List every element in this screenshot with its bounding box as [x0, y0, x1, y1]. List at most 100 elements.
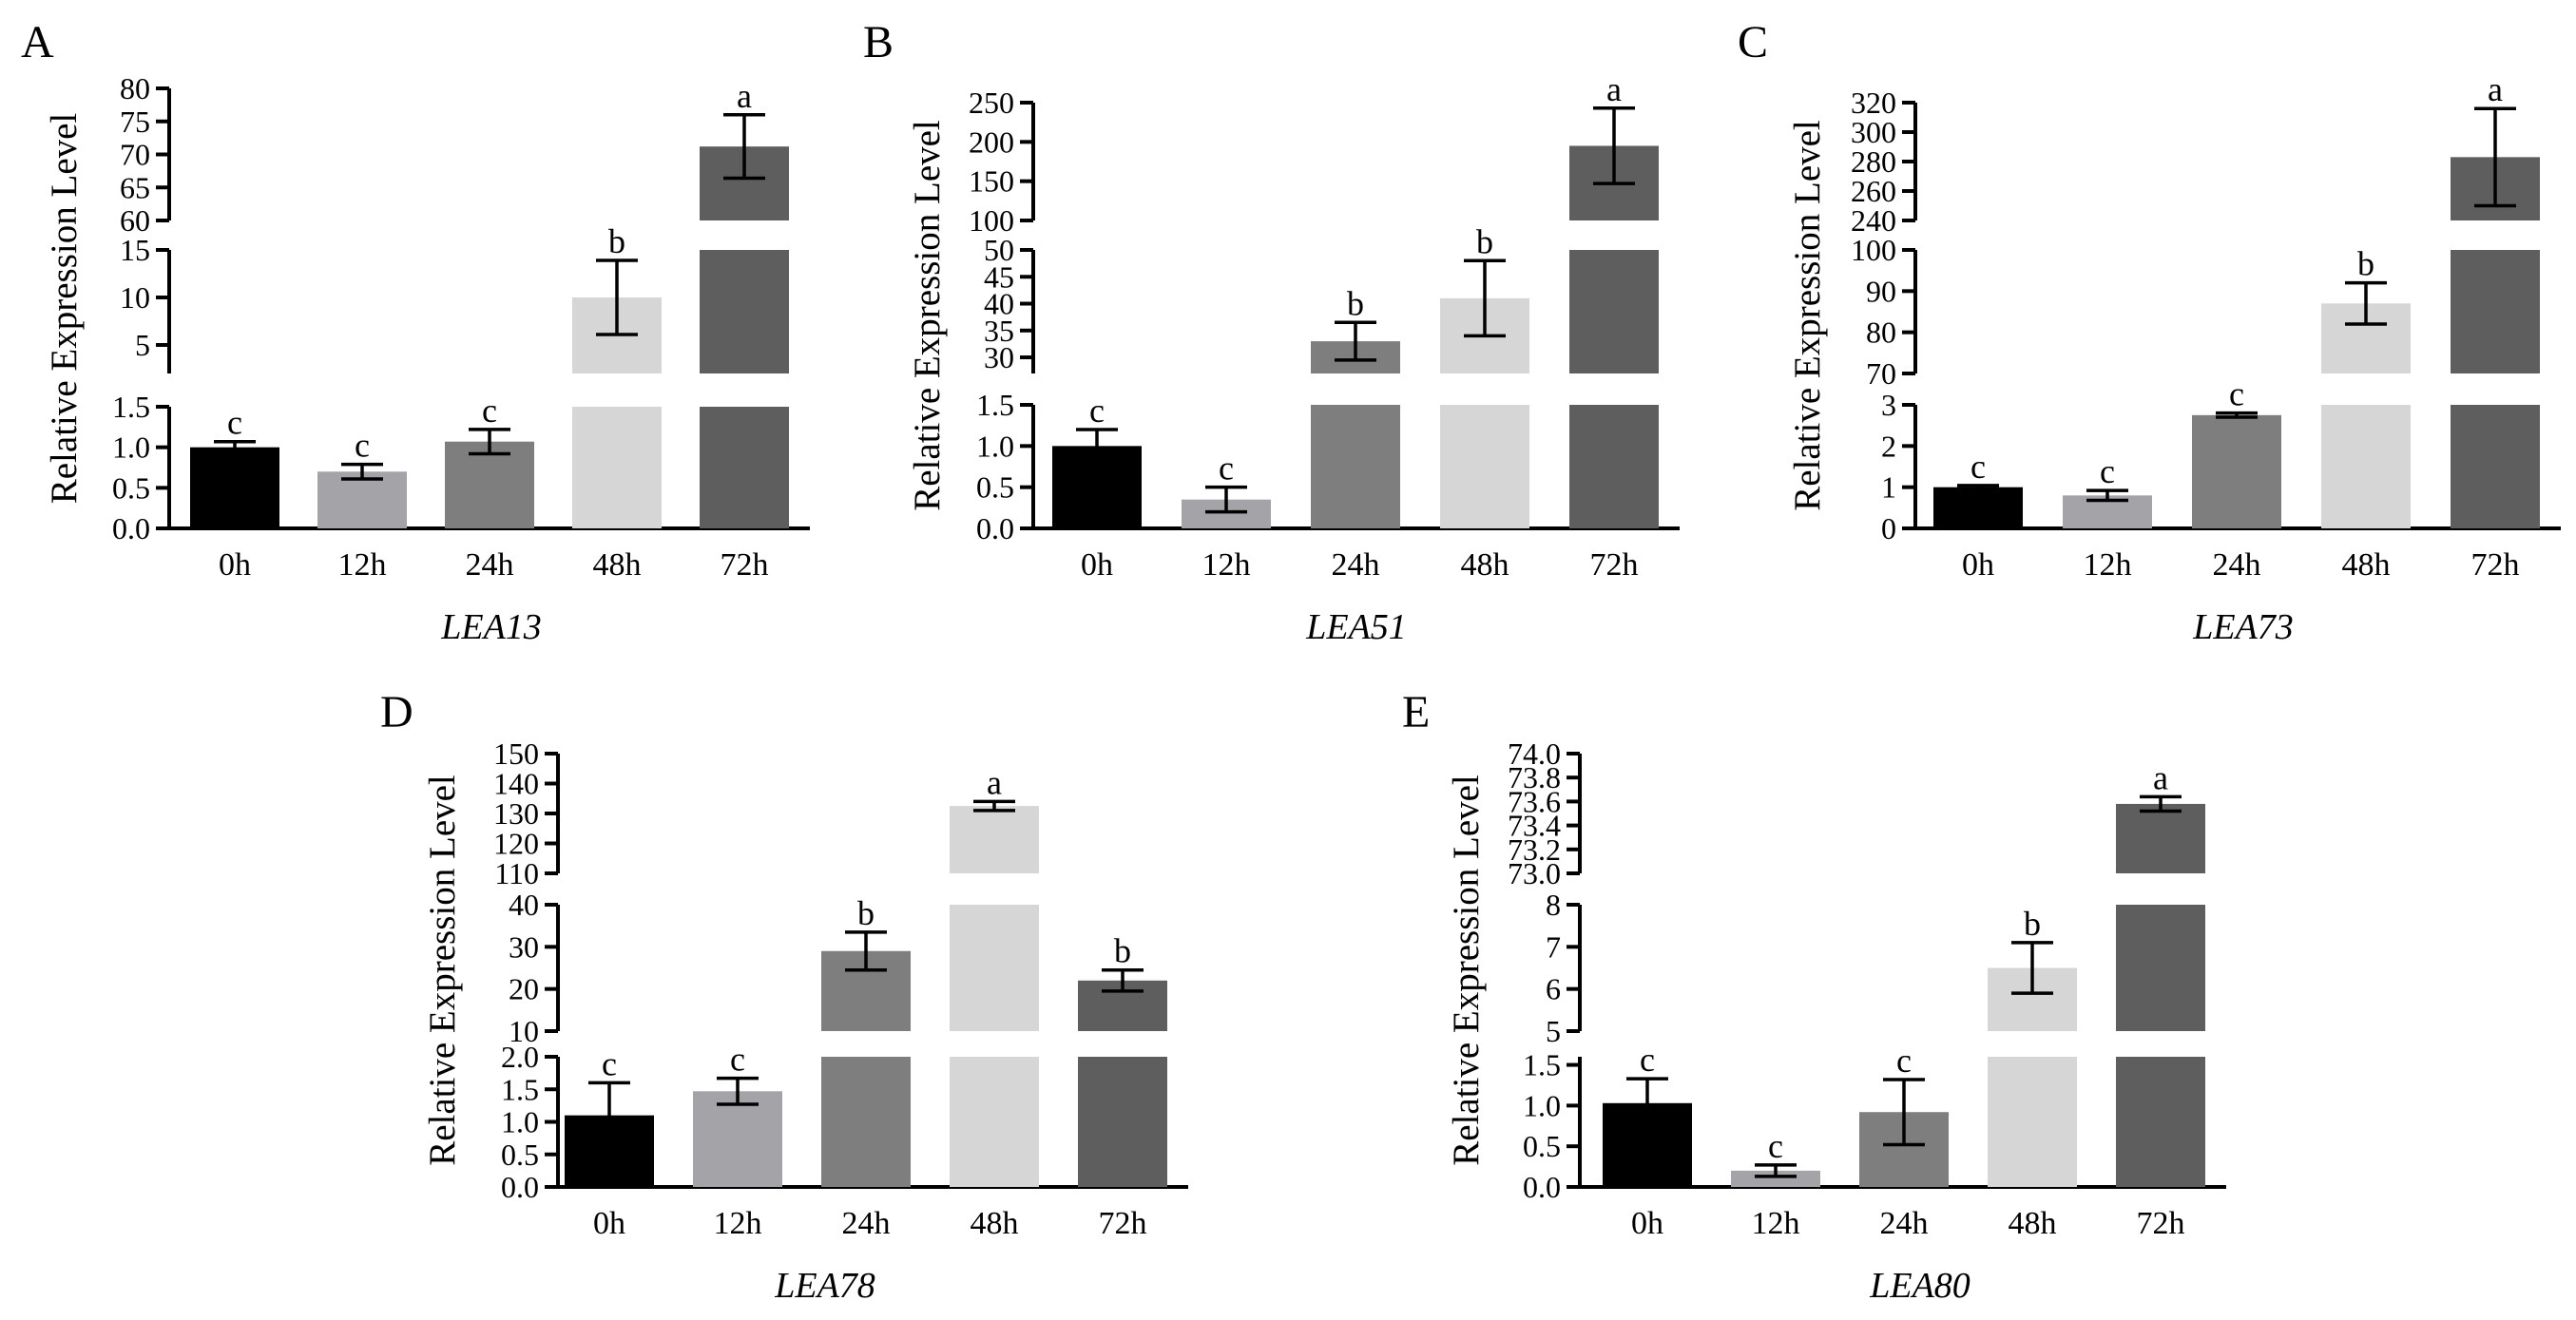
y-tick-label: 100	[1851, 233, 1896, 267]
y-tick-label: 0.5	[1523, 1129, 1561, 1163]
significance-label: c	[1970, 448, 1986, 486]
y-tick-label: 1.5	[976, 388, 1014, 422]
y-tick-label: 73.2	[1508, 832, 1561, 867]
y-tick-label: 1.5	[1523, 1048, 1561, 1082]
significance-label: b	[1476, 222, 1493, 260]
significance-label: a	[1606, 70, 1622, 108]
bar-12h	[693, 1091, 782, 1187]
significance-label: b	[2024, 905, 2041, 943]
significance-label: c	[2100, 452, 2115, 490]
bar-72h-seg2	[2451, 250, 2540, 373]
bar-24h	[821, 1057, 911, 1187]
y-tick-label: 100	[969, 203, 1014, 238]
bar-72h-seg2	[700, 250, 789, 373]
y-tick-label: 2.0	[501, 1040, 539, 1074]
y-tick-label: 73.6	[1508, 784, 1561, 818]
x-tick-label: 12h	[338, 547, 387, 583]
bar-48h-seg3	[950, 806, 1039, 873]
y-tick-label: 73.8	[1508, 760, 1561, 794]
y-tick-label: 50	[984, 233, 1014, 267]
bar-72h-seg2	[2116, 905, 2205, 1031]
significance-label: a	[987, 763, 1002, 801]
bar-48h	[2321, 405, 2411, 528]
x-tick-label: 72h	[721, 547, 769, 583]
y-tick-label: 0.0	[1523, 1170, 1561, 1204]
y-axis-label: Relative Expression Level	[422, 775, 463, 1166]
y-tick-label: 90	[1866, 274, 1896, 308]
y-tick-label: 2	[1881, 429, 1896, 463]
significance-label: a	[737, 77, 752, 115]
significance-label: c	[227, 404, 242, 442]
panel-letter: C	[1738, 17, 1768, 67]
y-tick-label: 45	[984, 259, 1014, 294]
y-tick-label: 3	[1881, 388, 1896, 422]
y-tick-label: 120	[493, 827, 539, 861]
panel-e: 0.0 0.5 1.0 1.55 6 7 873.073.273.473.673.874.0…	[1402, 687, 2226, 1306]
x-tick-label: 72h	[2471, 547, 2520, 583]
y-tick-label: 30	[509, 929, 539, 964]
y-tick-label: 320	[1851, 86, 1896, 120]
y-tick-label: 7	[1546, 929, 1561, 964]
y-axis-label: Relative Expression Level	[1446, 775, 1487, 1166]
x-tick-label: 48h	[2342, 547, 2391, 583]
y-tick-label: 0.5	[112, 470, 150, 505]
x-tick-label: 12h	[2084, 547, 2132, 583]
y-tick-label: 6	[1546, 972, 1561, 1006]
y-tick-label: 20	[509, 972, 539, 1006]
y-tick-label: 75	[120, 105, 150, 139]
bar-72h-seg3	[2116, 803, 2205, 873]
y-tick-label: 1.0	[1523, 1088, 1561, 1122]
significance-label: a	[2153, 758, 2168, 796]
bar-72h	[2451, 405, 2540, 528]
y-tick-label: 80	[120, 71, 150, 105]
y-tick-label: 1.0	[976, 429, 1014, 463]
y-tick-label: 30	[984, 340, 1014, 374]
y-tick-label: 0.0	[976, 511, 1014, 545]
x-tick-label: 48h	[1461, 547, 1509, 583]
x-tick-label: 24h	[842, 1206, 891, 1241]
bar-72h	[1569, 405, 1659, 528]
x-tick-label: 72h	[2137, 1206, 2185, 1241]
y-tick-label: 0.5	[976, 470, 1014, 505]
y-tick-label: 5	[1546, 1014, 1561, 1048]
bar-48h-seg2	[950, 905, 1039, 1031]
panel-letter: D	[380, 687, 413, 737]
y-axis-label: Relative Expression Level	[1787, 120, 1828, 511]
x-tick-label: 48h	[2009, 1206, 2057, 1241]
y-tick-label: 60	[120, 203, 150, 238]
y-tick-label: 5	[135, 328, 150, 362]
x-tick-label: 12h	[714, 1206, 762, 1241]
significance-label: b	[857, 894, 875, 932]
y-tick-label: 70	[1866, 356, 1896, 391]
y-tick-label: 73.0	[1508, 856, 1561, 890]
gene-name: LEA13	[440, 607, 542, 647]
x-tick-label: 72h	[1099, 1206, 1147, 1241]
x-tick-label: 0h	[593, 1206, 625, 1241]
bar-24h	[2192, 414, 2281, 528]
x-tick-label: 48h	[593, 547, 642, 583]
y-tick-label: 0.0	[501, 1170, 539, 1204]
y-tick-label: 80	[1866, 316, 1896, 350]
y-tick-label: 260	[1851, 174, 1896, 208]
bar-72h-seg2	[1569, 250, 1659, 373]
bar-12h	[1731, 1170, 1820, 1187]
bar-24h	[445, 441, 534, 528]
x-tick-label: 48h	[971, 1206, 1019, 1241]
significance-label: c	[1219, 450, 1234, 488]
y-tick-label: 1.5	[112, 390, 150, 424]
x-tick-label: 24h	[1880, 1206, 1929, 1241]
y-tick-label: 1.0	[501, 1105, 539, 1139]
y-tick-label: 1	[1881, 470, 1896, 505]
y-tick-label: 40	[984, 287, 1014, 321]
gene-name: LEA78	[774, 1266, 875, 1306]
significance-label: c	[2229, 375, 2244, 413]
y-tick-label: 15	[120, 233, 150, 267]
y-tick-label: 130	[493, 796, 539, 831]
significance-label: b	[608, 222, 625, 260]
x-tick-label: 12h	[1202, 547, 1251, 583]
